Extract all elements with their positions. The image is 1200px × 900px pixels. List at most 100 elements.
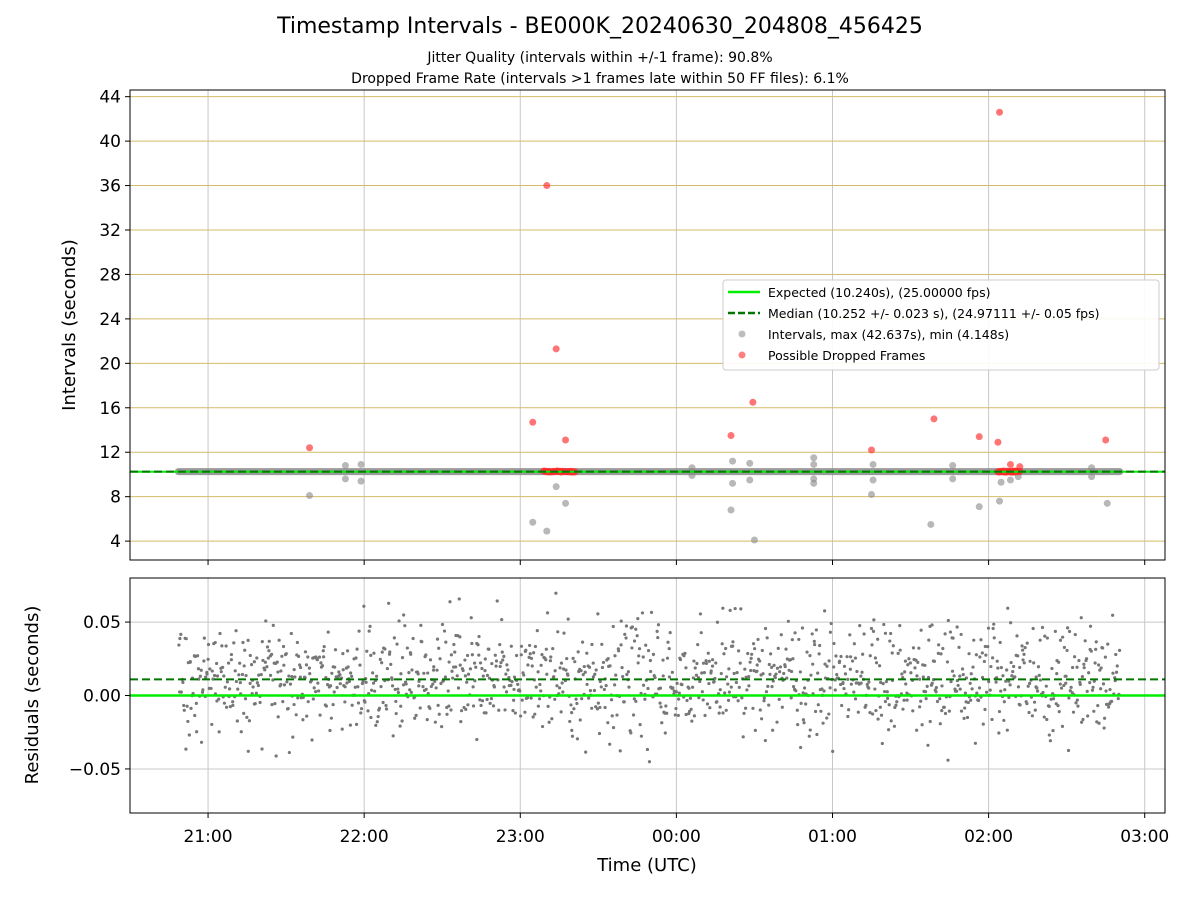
residual-point bbox=[832, 665, 836, 669]
residual-point bbox=[187, 733, 191, 737]
residual-point bbox=[707, 659, 711, 663]
residual-point bbox=[193, 713, 197, 718]
residual-point bbox=[825, 664, 829, 668]
residual-point bbox=[943, 632, 947, 636]
residual-point bbox=[970, 687, 974, 691]
residual-point bbox=[713, 676, 717, 681]
residual-point bbox=[740, 696, 744, 700]
residual-point bbox=[242, 711, 246, 715]
residual-point bbox=[969, 698, 973, 702]
residual-point bbox=[255, 681, 259, 685]
residual-point bbox=[736, 649, 741, 653]
residual-point bbox=[1008, 683, 1012, 687]
residual-point bbox=[511, 709, 515, 713]
residual-point bbox=[611, 725, 616, 730]
residual-point bbox=[240, 672, 245, 677]
residual-point bbox=[588, 689, 593, 693]
residual-point bbox=[707, 681, 711, 686]
residual-point bbox=[877, 664, 882, 668]
residual-point bbox=[935, 699, 940, 704]
residual-point bbox=[647, 760, 652, 764]
residual-point bbox=[723, 691, 727, 695]
residual-point bbox=[733, 606, 737, 611]
residual-point bbox=[936, 651, 940, 655]
residual-point bbox=[744, 675, 748, 679]
residual-point bbox=[1060, 724, 1065, 728]
residual-point bbox=[1080, 674, 1084, 679]
residual-point bbox=[410, 668, 414, 672]
residual-point bbox=[801, 718, 806, 722]
residual-point bbox=[641, 683, 646, 687]
residual-point bbox=[1076, 704, 1080, 708]
residual-point bbox=[982, 659, 986, 664]
residual-point bbox=[293, 675, 297, 679]
residual-point bbox=[575, 737, 580, 741]
residual-point bbox=[528, 652, 532, 656]
legend-median-label: Median (10.252 +/- 0.023 s), (24.97111 +… bbox=[768, 306, 1099, 321]
residual-point bbox=[608, 664, 612, 668]
residual-point bbox=[639, 734, 644, 738]
residual-point bbox=[526, 663, 530, 667]
residual-point bbox=[284, 652, 288, 656]
residual-point bbox=[808, 654, 812, 658]
residual-point bbox=[1075, 698, 1079, 702]
residual-point bbox=[281, 644, 286, 649]
interval-point bbox=[750, 536, 758, 544]
residual-point bbox=[204, 675, 208, 679]
residual-point bbox=[208, 667, 212, 671]
residual-point bbox=[1101, 682, 1106, 686]
residual-point bbox=[784, 647, 788, 651]
residual-point bbox=[727, 690, 731, 694]
residual-point bbox=[257, 673, 261, 677]
residual-point bbox=[205, 672, 209, 676]
residual-point bbox=[594, 668, 598, 672]
legend-expected-label: Expected (10.240s), (25.00000 fps) bbox=[768, 285, 990, 300]
top-ytick-label: 44 bbox=[99, 88, 121, 108]
residual-point bbox=[728, 608, 732, 612]
residual-point bbox=[498, 642, 502, 647]
residual-point bbox=[184, 637, 188, 641]
interval-point bbox=[729, 457, 737, 465]
residual-point bbox=[274, 754, 278, 758]
residual-point bbox=[229, 658, 233, 662]
residual-point bbox=[704, 661, 709, 666]
residual-point bbox=[263, 668, 267, 672]
residual-point bbox=[1027, 710, 1031, 715]
residual-point bbox=[858, 624, 862, 628]
interval-point bbox=[543, 527, 551, 535]
residual-point bbox=[266, 656, 270, 660]
residual-point bbox=[882, 689, 887, 694]
residual-point bbox=[472, 661, 477, 665]
residual-point bbox=[697, 696, 701, 700]
residual-point bbox=[613, 654, 617, 658]
residual-point bbox=[749, 656, 753, 660]
residual-point bbox=[906, 663, 910, 667]
residual-point bbox=[422, 671, 426, 675]
residual-point bbox=[959, 709, 964, 713]
residual-point bbox=[568, 719, 572, 724]
residual-point bbox=[449, 653, 453, 657]
residual-point bbox=[245, 715, 249, 719]
residual-point bbox=[315, 658, 319, 662]
residual-point bbox=[747, 674, 751, 679]
residual-point bbox=[649, 610, 654, 614]
residual-point bbox=[581, 673, 585, 677]
residual-point bbox=[613, 683, 617, 687]
residual-point bbox=[478, 698, 482, 702]
residual-point bbox=[743, 706, 748, 710]
residual-point bbox=[726, 698, 731, 702]
residual-point bbox=[545, 611, 550, 615]
bottom-ytick-label: 0.05 bbox=[83, 613, 121, 633]
residual-point bbox=[789, 696, 793, 700]
residual-point bbox=[636, 661, 640, 665]
residual-point bbox=[525, 695, 530, 700]
residual-point bbox=[1025, 702, 1029, 706]
residual-point bbox=[986, 626, 991, 630]
residual-point bbox=[310, 738, 314, 742]
residual-point bbox=[279, 682, 283, 687]
residual-point bbox=[868, 711, 872, 715]
axes-frames bbox=[129, 89, 1166, 814]
residual-point bbox=[443, 675, 447, 679]
residual-point bbox=[329, 716, 333, 720]
residual-point bbox=[417, 679, 421, 683]
